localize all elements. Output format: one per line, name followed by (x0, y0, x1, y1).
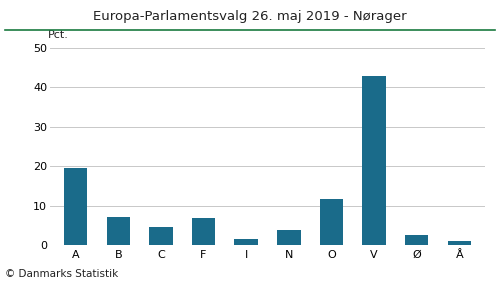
Bar (277, 230, 300, 245)
Text: Europa-Parlamentsvalg 26. maj 2019 - Nørager: Europa-Parlamentsvalg 26. maj 2019 - Nør… (93, 10, 407, 23)
Bar (149, 227, 172, 245)
Text: © Danmarks Statistik: © Danmarks Statistik (5, 269, 118, 279)
Bar (234, 239, 258, 245)
Bar (362, 76, 386, 245)
Bar (320, 199, 343, 245)
Bar (405, 235, 428, 245)
Bar (106, 217, 130, 245)
Bar (64, 168, 88, 245)
Text: Pct.: Pct. (48, 30, 68, 40)
Bar (192, 219, 216, 245)
Bar (448, 241, 471, 245)
